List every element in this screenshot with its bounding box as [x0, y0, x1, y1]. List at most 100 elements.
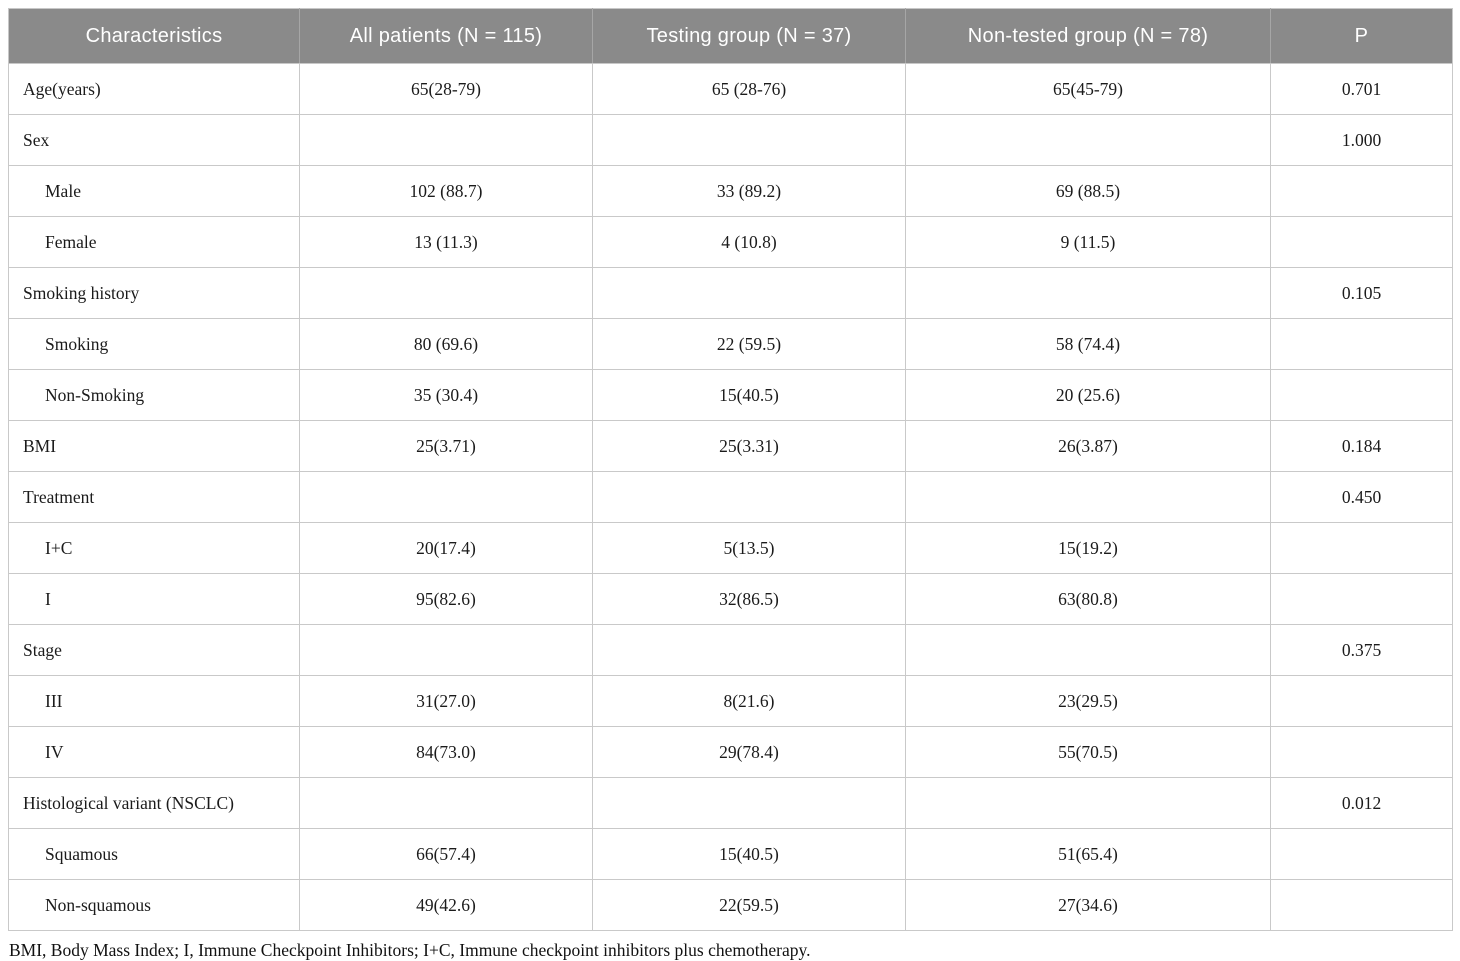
table-row: IV 84(73.0) 29(78.4) 55(70.5)	[8, 726, 1453, 778]
cell-p-value	[1270, 522, 1453, 574]
cell-all-patients: 84(73.0)	[299, 726, 593, 778]
row-label: Histological variant (NSCLC)	[8, 777, 300, 829]
cell-p-value: 0.184	[1270, 420, 1453, 472]
cell-non-tested-group: 51(65.4)	[905, 828, 1271, 880]
cell-all-patients	[299, 114, 593, 166]
cell-p-value: 0.375	[1270, 624, 1453, 676]
cell-p-value: 0.105	[1270, 267, 1453, 319]
cell-non-tested-group: 15(19.2)	[905, 522, 1271, 574]
row-label: IV	[8, 726, 300, 778]
cell-testing-group: 5(13.5)	[592, 522, 906, 574]
cell-non-tested-group: 69 (88.5)	[905, 165, 1271, 217]
cell-non-tested-group: 58 (74.4)	[905, 318, 1271, 370]
cell-all-patients	[299, 624, 593, 676]
cell-all-patients: 31(27.0)	[299, 675, 593, 727]
row-label: Non-Smoking	[8, 369, 300, 421]
row-label: I+C	[8, 522, 300, 574]
cell-p-value: 0.012	[1270, 777, 1453, 829]
cell-testing-group: 32(86.5)	[592, 573, 906, 625]
cell-non-tested-group: 26(3.87)	[905, 420, 1271, 472]
table-row: Female 13 (11.3) 4 (10.8) 9 (11.5)	[8, 216, 1453, 268]
cell-testing-group	[592, 114, 906, 166]
table-row: Age(years) 65(28-79) 65 (28-76) 65(45-79…	[8, 63, 1453, 115]
row-label: BMI	[8, 420, 300, 472]
cell-non-tested-group	[905, 777, 1271, 829]
row-label: Smoking	[8, 318, 300, 370]
table-row: III 31(27.0) 8(21.6) 23(29.5)	[8, 675, 1453, 727]
table-row: I 95(82.6) 32(86.5) 63(80.8)	[8, 573, 1453, 625]
row-label: I	[8, 573, 300, 625]
row-label: Non-squamous	[8, 879, 300, 931]
table-body: Age(years) 65(28-79) 65 (28-76) 65(45-79…	[8, 63, 1453, 931]
cell-all-patients: 80 (69.6)	[299, 318, 593, 370]
cell-testing-group	[592, 624, 906, 676]
header-p-value: P	[1270, 8, 1453, 64]
cell-non-tested-group	[905, 471, 1271, 523]
cell-testing-group	[592, 471, 906, 523]
table-row: Sex 1.000	[8, 114, 1453, 166]
table-row: I+C 20(17.4) 5(13.5) 15(19.2)	[8, 522, 1453, 574]
cell-non-tested-group: 27(34.6)	[905, 879, 1271, 931]
cell-all-patients: 49(42.6)	[299, 879, 593, 931]
cell-non-tested-group	[905, 114, 1271, 166]
cell-non-tested-group: 55(70.5)	[905, 726, 1271, 778]
cell-all-patients: 35 (30.4)	[299, 369, 593, 421]
table-row: Non-squamous 49(42.6) 22(59.5) 27(34.6)	[8, 879, 1453, 931]
header-testing-group: Testing group (N = 37)	[592, 8, 906, 64]
table-row: Stage 0.375	[8, 624, 1453, 676]
characteristics-table: Characteristics All patients (N = 115) T…	[8, 8, 1453, 931]
cell-non-tested-group: 23(29.5)	[905, 675, 1271, 727]
cell-testing-group: 4 (10.8)	[592, 216, 906, 268]
cell-testing-group: 65 (28-76)	[592, 63, 906, 115]
row-label: Treatment	[8, 471, 300, 523]
cell-testing-group	[592, 267, 906, 319]
cell-all-patients: 66(57.4)	[299, 828, 593, 880]
row-label: Squamous	[8, 828, 300, 880]
table-row: BMI 25(3.71) 25(3.31) 26(3.87) 0.184	[8, 420, 1453, 472]
row-label: Smoking history	[8, 267, 300, 319]
table-row: Histological variant (NSCLC) 0.012	[8, 777, 1453, 829]
cell-testing-group: 22(59.5)	[592, 879, 906, 931]
header-row: Characteristics All patients (N = 115) T…	[8, 8, 1453, 64]
cell-non-tested-group: 63(80.8)	[905, 573, 1271, 625]
cell-testing-group: 33 (89.2)	[592, 165, 906, 217]
cell-testing-group	[592, 777, 906, 829]
cell-all-patients: 95(82.6)	[299, 573, 593, 625]
cell-p-value	[1270, 318, 1453, 370]
cell-non-tested-group: 20 (25.6)	[905, 369, 1271, 421]
cell-non-tested-group	[905, 624, 1271, 676]
cell-p-value: 1.000	[1270, 114, 1453, 166]
cell-p-value	[1270, 828, 1453, 880]
cell-p-value	[1270, 675, 1453, 727]
table-row: Male 102 (88.7) 33 (89.2) 69 (88.5)	[8, 165, 1453, 217]
table-row: Smoking 80 (69.6) 22 (59.5) 58 (74.4)	[8, 318, 1453, 370]
cell-p-value	[1270, 165, 1453, 217]
row-label: Stage	[8, 624, 300, 676]
row-label: Female	[8, 216, 300, 268]
header-non-tested-group: Non-tested group (N = 78)	[905, 8, 1271, 64]
cell-p-value	[1270, 726, 1453, 778]
cell-all-patients: 13 (11.3)	[299, 216, 593, 268]
cell-p-value: 0.450	[1270, 471, 1453, 523]
cell-all-patients: 102 (88.7)	[299, 165, 593, 217]
cell-all-patients	[299, 267, 593, 319]
cell-all-patients: 25(3.71)	[299, 420, 593, 472]
cell-all-patients: 20(17.4)	[299, 522, 593, 574]
cell-p-value: 0.701	[1270, 63, 1453, 115]
cell-testing-group: 29(78.4)	[592, 726, 906, 778]
table-row: Smoking history 0.105	[8, 267, 1453, 319]
cell-non-tested-group: 9 (11.5)	[905, 216, 1271, 268]
cell-testing-group: 25(3.31)	[592, 420, 906, 472]
row-label: Age(years)	[8, 63, 300, 115]
table-header: Characteristics All patients (N = 115) T…	[8, 8, 1453, 64]
cell-p-value	[1270, 369, 1453, 421]
cell-all-patients	[299, 777, 593, 829]
cell-all-patients	[299, 471, 593, 523]
cell-p-value	[1270, 216, 1453, 268]
cell-all-patients: 65(28-79)	[299, 63, 593, 115]
row-label: Male	[8, 165, 300, 217]
table-footnote: BMI, Body Mass Index; I, Immune Checkpoi…	[9, 940, 811, 960]
cell-non-tested-group: 65(45-79)	[905, 63, 1271, 115]
row-label: Sex	[8, 114, 300, 166]
